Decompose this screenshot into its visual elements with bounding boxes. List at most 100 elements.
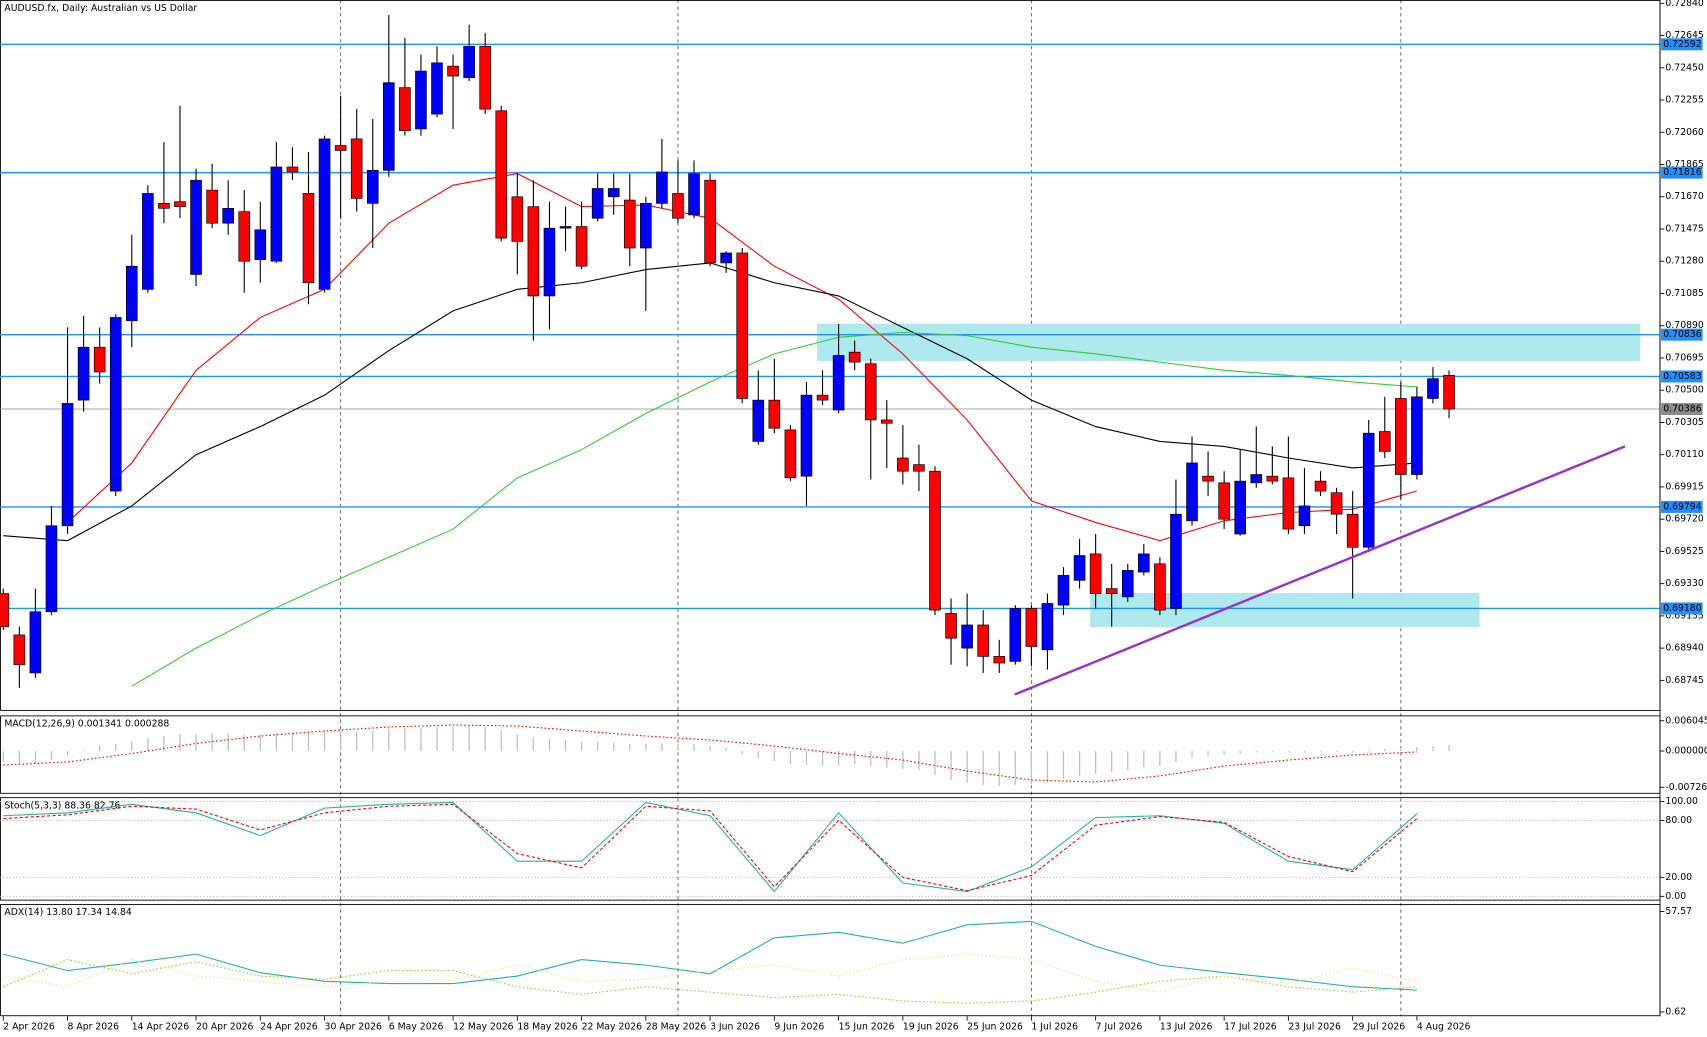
candle-body xyxy=(350,138,363,199)
level-label: 0.71816 xyxy=(1663,167,1701,178)
y-tick-label: 0.69915 xyxy=(1665,481,1703,492)
candle-body xyxy=(13,634,26,665)
candle-body xyxy=(720,252,732,264)
candle-body xyxy=(1282,477,1295,530)
x-tick-label: 1 Jul 2026 xyxy=(1031,1022,1078,1033)
candle-body xyxy=(607,188,620,198)
candle-body xyxy=(1234,480,1247,535)
y-tick-label: 0.68745 xyxy=(1665,675,1703,686)
indicator-line xyxy=(3,953,1417,993)
x-tick-label: 9 Jun 2026 xyxy=(774,1022,824,1033)
trendline xyxy=(1014,445,1626,696)
y-tick-label: 0.70110 xyxy=(1665,449,1703,460)
x-tick-label: 22 May 2026 xyxy=(582,1022,643,1033)
level-label-box xyxy=(1661,500,1703,513)
candle-body xyxy=(1250,474,1263,484)
candle-body xyxy=(1154,563,1166,611)
candle-body xyxy=(543,227,556,297)
candle-body xyxy=(29,611,42,674)
candle-body xyxy=(945,613,957,639)
y-tick-label: 100.00 xyxy=(1665,796,1698,807)
candle-body xyxy=(495,110,508,239)
y-tick-label: 0.71865 xyxy=(1665,159,1703,170)
y-tick-label: 0.70500 xyxy=(1665,385,1703,396)
level-label: 0.69794 xyxy=(1663,501,1701,512)
indicator-line xyxy=(3,724,1417,783)
candle-body xyxy=(1089,553,1102,594)
candle-body xyxy=(1346,513,1359,548)
candle-body xyxy=(1121,570,1134,598)
candle-body xyxy=(206,189,218,224)
candle-body xyxy=(1202,475,1214,482)
candle-body xyxy=(977,624,989,657)
candle-body xyxy=(897,457,909,472)
level-label: 0.70836 xyxy=(1663,329,1701,340)
candle-body xyxy=(993,656,1006,664)
level-label-box xyxy=(1661,602,1703,615)
candle-body xyxy=(511,196,524,242)
candle-body xyxy=(109,317,122,492)
panel-title: ADX(14) 13.80 17.34 14.84 xyxy=(4,907,132,918)
indicator-line xyxy=(3,920,1417,991)
candle-body xyxy=(238,211,251,262)
candle-body xyxy=(1443,374,1455,410)
candle-body xyxy=(623,199,636,249)
bid-label-box xyxy=(1661,403,1703,416)
x-tick-label: 23 Jul 2026 xyxy=(1288,1022,1341,1033)
y-tick-label: 0.71280 xyxy=(1665,256,1703,267)
y-tick-label: 0.70890 xyxy=(1665,320,1703,331)
candle-body xyxy=(961,624,973,649)
x-tick-label: 14 Apr 2026 xyxy=(132,1022,189,1033)
candle-body xyxy=(286,166,299,173)
candle-body xyxy=(190,179,202,275)
x-tick-label: 6 May 2026 xyxy=(389,1022,444,1033)
level-label: 0.70583 xyxy=(1663,371,1701,382)
y-tick-label: 0.72450 xyxy=(1665,62,1703,73)
candle-body xyxy=(1427,378,1439,399)
y-tick-label: 0.006045 xyxy=(1665,715,1707,726)
panel-title: Stoch(5,3,3) 88.36 82.76 xyxy=(4,800,120,811)
y-tick-label: 0.72255 xyxy=(1665,95,1703,106)
candle-body xyxy=(1186,462,1198,522)
y-tick-label: 0.71085 xyxy=(1665,288,1703,299)
candle-body xyxy=(800,394,813,477)
candle-body xyxy=(929,470,941,611)
candle-body xyxy=(591,188,604,219)
y-tick-label: 0.70305 xyxy=(1665,417,1703,428)
candle-body xyxy=(768,399,781,429)
y-tick-label: 0.71670 xyxy=(1665,191,1703,202)
zone xyxy=(817,323,1641,361)
x-tick-label: 7 Jul 2026 xyxy=(1096,1022,1143,1033)
candle-body xyxy=(0,593,10,627)
y-tick-label: 0.72060 xyxy=(1665,127,1703,138)
candle-body xyxy=(1041,603,1054,651)
candle-body xyxy=(575,226,588,267)
candle-body xyxy=(1378,431,1391,452)
candle-body xyxy=(415,70,427,130)
x-tick-label: 24 Apr 2026 xyxy=(260,1022,317,1033)
candle-body xyxy=(672,193,684,219)
x-tick-label: 12 May 2026 xyxy=(453,1022,514,1033)
candle-body xyxy=(656,171,668,204)
candle-body xyxy=(736,252,749,399)
y-tick-label: 0.72840 xyxy=(1665,0,1703,9)
x-tick-label: 30 Apr 2026 xyxy=(325,1022,382,1033)
indicator-line xyxy=(3,803,1418,892)
candle-body xyxy=(318,138,331,290)
y-tick-label: 0.62 xyxy=(1665,1006,1686,1017)
candle-body xyxy=(1025,608,1038,647)
candle-body xyxy=(254,229,267,260)
candle-body xyxy=(1411,396,1423,475)
candle-body xyxy=(1170,513,1182,609)
candle-body xyxy=(881,419,893,424)
candle-body xyxy=(479,45,491,110)
y-tick-label: 0.00 xyxy=(1665,891,1686,902)
candle-body xyxy=(688,173,700,216)
panel-title: MACD(12,26,9) 0.001341 0.000288 xyxy=(4,719,169,730)
level-label: 0.72592 xyxy=(1663,39,1701,50)
y-tick-label: 0.72645 xyxy=(1665,30,1703,41)
candle-body xyxy=(816,394,829,401)
y-tick-label: 0.69525 xyxy=(1665,546,1703,557)
